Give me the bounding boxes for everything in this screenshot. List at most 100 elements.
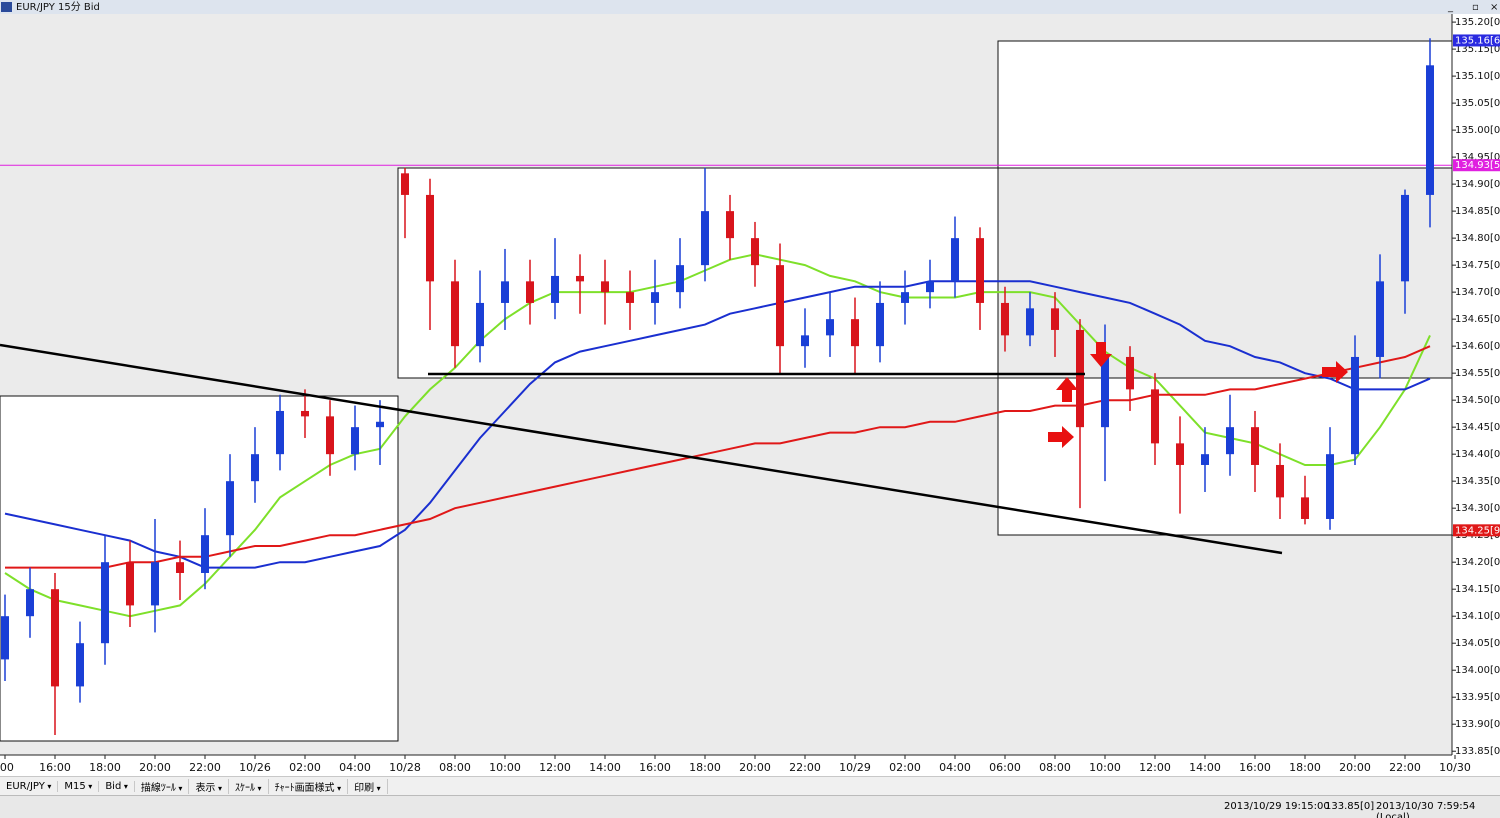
candle-body <box>1201 454 1209 465</box>
candle-body <box>651 292 659 303</box>
toolbar-item[interactable]: 表示 <box>189 778 229 794</box>
candle-body <box>876 302 884 347</box>
x-tick-label: 16:00 <box>1239 761 1271 774</box>
y-tick-label: 133.85[0] <box>1455 746 1500 757</box>
annotations <box>0 342 1348 555</box>
candle-body <box>226 481 234 536</box>
candle-body <box>676 265 684 293</box>
candle-body <box>951 238 959 282</box>
toolbar: EUR/JPYM15Bid描線ﾂｰﾙ表示ｽｹｰﾙﾁｬｰﾄ画面様式印刷 <box>0 776 1500 795</box>
candle-body <box>726 211 734 239</box>
status-text: 133.85[0] <box>1325 801 1375 812</box>
candle-body <box>351 427 359 455</box>
candle-body <box>1401 194 1409 282</box>
x-tick-label: 22:00 <box>189 761 221 774</box>
toolbar-item[interactable]: M15 <box>58 780 100 792</box>
chart: EUR/JPY 15分 Bid _ ▫ × 135.20[0] 135.15[0]… <box>0 0 1500 776</box>
x-tick-label: 04:00 <box>339 761 371 774</box>
y-tick-label: 134.75[0] <box>1455 260 1500 271</box>
candle-body <box>1076 329 1084 428</box>
x-tick-label: 14:00 <box>1189 761 1221 774</box>
x-tick-label: 10/28 <box>389 761 421 774</box>
x-tick-label: 12:00 <box>1139 761 1171 774</box>
candle-body <box>251 454 259 482</box>
candle-body <box>151 562 159 606</box>
toolbar-item[interactable]: EUR/JPY <box>0 780 59 792</box>
candle-body <box>626 292 634 303</box>
x-tick-label: 14:00 <box>589 761 621 774</box>
x-tick-label: 10/26 <box>239 761 271 774</box>
toolbar-item[interactable]: Bid <box>99 780 135 792</box>
y-tick-label: 135.10[0] <box>1455 71 1500 82</box>
candle-body <box>276 410 284 455</box>
y-tick-label: 135.20[0] <box>1455 17 1500 28</box>
candle-body <box>301 410 309 417</box>
candle-body <box>1026 308 1034 336</box>
x-tick-label: 18:00 <box>689 761 721 774</box>
toolbar-item[interactable]: ﾁｬｰﾄ画面様式 <box>269 778 349 794</box>
x-tick-label: 02:00 <box>889 761 921 774</box>
x-tick-label: 22:00 <box>1389 761 1421 774</box>
window-title: EUR/JPY 15分 Bid <box>16 1 100 13</box>
candle-body <box>401 173 409 195</box>
toolbar-item[interactable]: 印刷 <box>348 778 388 794</box>
window-buttons[interactable]: × <box>1490 2 1498 13</box>
candle-body <box>26 589 34 617</box>
x-tick-label: 10/29 <box>839 761 871 774</box>
y-tick-label: 134.10[0] <box>1455 611 1500 622</box>
toolbar-item[interactable]: ｽｹｰﾙ <box>229 778 269 794</box>
window-buttons[interactable]: _ <box>1447 2 1454 13</box>
y-tick-label: 134.80[0] <box>1455 233 1500 244</box>
trend-line <box>0 343 1283 555</box>
app-icon <box>1 2 12 12</box>
candle-body <box>176 562 184 573</box>
candle-body <box>201 535 209 573</box>
y-tick-label: 134.05[0] <box>1455 638 1500 649</box>
y-tick-label: 134.50[0] <box>1455 395 1500 406</box>
x-tick-label: 10:00 <box>1089 761 1121 774</box>
moving-average <box>4 253 1431 618</box>
status-text: 2013/10/29 19:15:00 <box>1224 801 1330 812</box>
candle-body <box>776 265 784 347</box>
y-tick-label: 134.35[0] <box>1455 476 1500 487</box>
candle-body <box>576 275 584 282</box>
y-tick-label: 134.45[0] <box>1455 422 1500 433</box>
price-badge-label: 135.16[6 <box>1455 35 1500 46</box>
window-buttons[interactable]: ▫ <box>1472 2 1479 13</box>
toolbar-item[interactable]: 描線ﾂｰﾙ <box>135 778 190 794</box>
x-tick-label: 02:00 <box>289 761 321 774</box>
y-tick-label: 134.55[0] <box>1455 368 1500 379</box>
arrow <box>1048 426 1074 448</box>
candle-body <box>1226 427 1234 455</box>
candle-body <box>1151 389 1159 444</box>
candle-body <box>551 275 559 303</box>
candle-body <box>76 643 84 687</box>
moving-average <box>5 345 1431 569</box>
x-tick-label: 10:00 <box>489 761 521 774</box>
candle-body <box>976 238 984 303</box>
candle-body <box>1251 427 1259 465</box>
candle-body <box>1126 356 1134 390</box>
candle-body <box>101 562 109 644</box>
y-tick-label: 135.15[0] <box>1455 44 1500 55</box>
y-tick-label: 134.15[0] <box>1455 584 1500 595</box>
x-tick-label: :00 <box>0 761 14 774</box>
price-badge-label: 134.93[5 <box>1455 160 1500 171</box>
moving-average <box>4 280 1431 569</box>
x-tick-label: 16:00 <box>39 761 71 774</box>
candle-body <box>801 335 809 347</box>
candle-body <box>901 292 909 303</box>
x-tick-label: 22:00 <box>789 761 821 774</box>
y-tick-label: 134.95[0] <box>1455 152 1500 163</box>
candle-body <box>1376 281 1384 357</box>
x-tick-label: 20:00 <box>1339 761 1371 774</box>
candle-body <box>451 281 459 347</box>
candle-body <box>826 319 834 336</box>
x-tick-label: 20:00 <box>739 761 771 774</box>
candle-body <box>51 589 59 687</box>
x-tick-label: 18:00 <box>1289 761 1321 774</box>
axes: 135.20[0] 135.15[0] 135.10[0] 135.05[0] 135.… <box>0 17 1500 774</box>
x-tick-label: 06:00 <box>989 761 1021 774</box>
candle-body <box>851 319 859 347</box>
plot <box>0 38 1452 736</box>
